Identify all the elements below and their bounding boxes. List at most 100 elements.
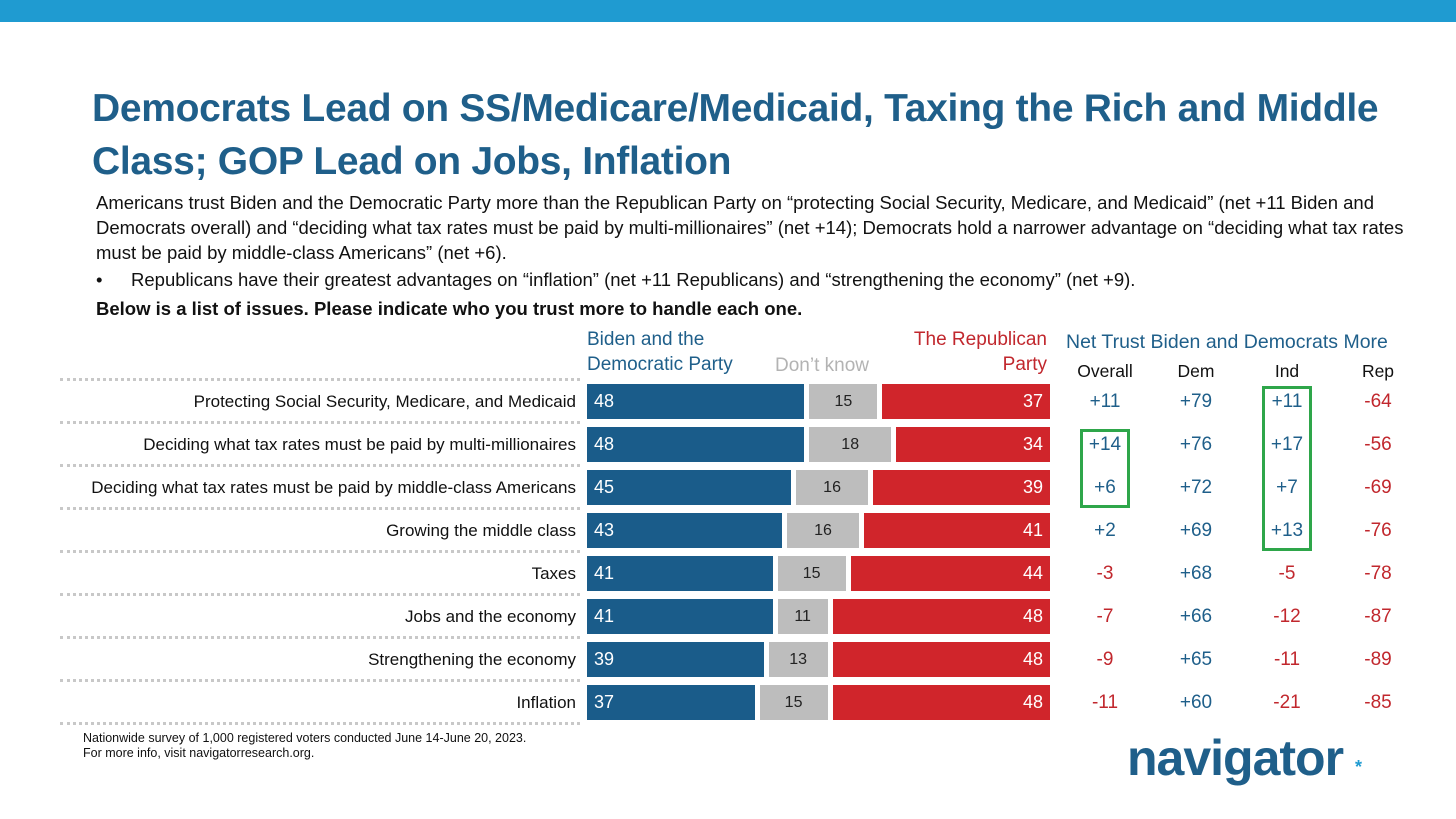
- legend-dont-know: Don’t know: [775, 355, 869, 376]
- category-label: Deciding what tax rates must be paid by …: [143, 435, 576, 454]
- bar-biden: 41: [587, 556, 773, 591]
- bar-biden: 48: [587, 384, 805, 419]
- summary-bullet: • Republicans have their greatest advant…: [96, 267, 1406, 292]
- footnote: Nationwide survey of 1,000 registered vo…: [83, 731, 526, 761]
- net-value: +7: [1276, 477, 1298, 498]
- net-value: -21: [1273, 692, 1301, 713]
- summary-text: Americans trust Biden and the Democratic…: [96, 190, 1406, 292]
- net-value: -7: [1096, 606, 1114, 627]
- bar-dont-know: 15: [809, 384, 878, 419]
- bar-dont-know: 16: [786, 513, 860, 548]
- net-value: +11: [1089, 391, 1121, 412]
- net-value: +2: [1094, 520, 1116, 541]
- bar-dont-know: 15: [777, 556, 846, 591]
- net-value: -69: [1364, 477, 1392, 498]
- net-value: -89: [1364, 649, 1392, 670]
- net-value: -85: [1364, 692, 1392, 713]
- summary-paragraph: Americans trust Biden and the Democratic…: [96, 192, 1404, 263]
- category-label: Taxes: [531, 564, 576, 583]
- row-divider: [60, 550, 580, 553]
- row-divider: [60, 679, 580, 682]
- footnote-line2: For more info, visit navigatorresearch.o…: [83, 746, 315, 760]
- row-divider: [60, 421, 580, 424]
- row-divider: [60, 507, 580, 510]
- bar-biden: 39: [587, 642, 764, 677]
- net-value: +69: [1179, 520, 1213, 541]
- bar-biden: 48: [587, 427, 805, 462]
- net-value: -87: [1364, 606, 1392, 627]
- net-column-header: Ind: [1274, 361, 1300, 381]
- net-value: -9: [1096, 649, 1114, 670]
- highlight-box: [1262, 386, 1312, 551]
- net-value: +68: [1179, 563, 1213, 584]
- net-value: -11: [1273, 649, 1301, 670]
- category-label: Growing the middle class: [386, 521, 576, 540]
- bar-biden: 37: [587, 685, 755, 720]
- bar-republican: 44: [850, 556, 1050, 591]
- net-value: +72: [1179, 477, 1213, 498]
- bar-biden: 45: [587, 470, 791, 505]
- bullet-mark: •: [96, 269, 103, 290]
- net-value: +6: [1094, 477, 1116, 498]
- net-value: -12: [1273, 606, 1301, 627]
- net-value: +17: [1270, 434, 1304, 455]
- net-value: -76: [1364, 520, 1392, 541]
- bar-dont-know: 18: [809, 427, 891, 462]
- net-table-title: Net Trust Biden and Democrats More: [1066, 331, 1388, 353]
- row-divider: [60, 722, 580, 725]
- net-value: +79: [1179, 391, 1213, 412]
- category-label: Deciding what tax rates must be paid by …: [91, 478, 576, 497]
- category-label: Jobs and the economy: [404, 607, 576, 626]
- footnote-line1: Nationwide survey of 1,000 registered vo…: [83, 731, 527, 745]
- survey-question: Below is a list of issues. Please indica…: [96, 298, 803, 319]
- net-value: -56: [1364, 434, 1392, 455]
- bar-biden: 43: [587, 513, 782, 548]
- logo-star-icon: *: [1355, 757, 1363, 777]
- legend-republican: The Republican Party: [860, 327, 1047, 377]
- net-value: +13: [1270, 520, 1304, 541]
- legend-republican-line2: Party: [1002, 354, 1047, 375]
- category-label: Protecting Social Security, Medicare, an…: [193, 392, 576, 411]
- category-label: Strengthening the economy: [368, 650, 576, 669]
- net-column-header: Dem: [1177, 361, 1215, 381]
- net-value: -3: [1096, 563, 1114, 584]
- highlight-box: [1080, 429, 1130, 508]
- bar-dont-know: 16: [795, 470, 869, 505]
- row-divider: [60, 464, 580, 467]
- net-value: +65: [1179, 649, 1213, 670]
- bar-dont-know: 15: [759, 685, 828, 720]
- bar-republican: 37: [882, 384, 1050, 419]
- net-value: -5: [1278, 563, 1296, 584]
- legend-biden: Biden and the Democratic Party: [587, 327, 733, 377]
- bar-republican: 34: [895, 427, 1050, 462]
- net-value: -11: [1091, 692, 1119, 713]
- bar-dont-know: 11: [777, 599, 828, 634]
- navigator-logo: navigator: [1127, 730, 1344, 786]
- net-value: +11: [1271, 391, 1303, 412]
- bar-republican: 48: [832, 642, 1050, 677]
- bar-republican: 48: [832, 685, 1050, 720]
- net-column-header: Rep: [1361, 361, 1395, 381]
- row-divider: [60, 636, 580, 639]
- bar-republican: 39: [873, 470, 1050, 505]
- legend-biden-line2: Democratic Party: [587, 354, 733, 375]
- net-value: +60: [1179, 692, 1213, 713]
- bar-republican: 41: [864, 513, 1050, 548]
- category-label: Inflation: [516, 693, 576, 712]
- bar-biden: 41: [587, 599, 773, 634]
- net-value: +66: [1179, 606, 1213, 627]
- net-value: -78: [1364, 563, 1392, 584]
- page-title: Democrats Lead on SS/Medicare/Medicaid, …: [92, 87, 1379, 183]
- bullet-text: Republicans have their greatest advantag…: [131, 269, 1136, 290]
- net-value: +14: [1088, 434, 1122, 455]
- bar-dont-know: 13: [768, 642, 828, 677]
- legend-republican-line1: The Republican: [913, 329, 1047, 350]
- top-accent-bar: [0, 0, 1456, 22]
- net-value: +76: [1179, 434, 1213, 455]
- bar-republican: 48: [832, 599, 1050, 634]
- net-value: -64: [1364, 391, 1392, 412]
- legend-biden-line1: Biden and the: [587, 329, 705, 350]
- net-column-header: Overall: [1077, 361, 1133, 381]
- row-divider: [60, 593, 580, 596]
- row-divider: [60, 378, 580, 381]
